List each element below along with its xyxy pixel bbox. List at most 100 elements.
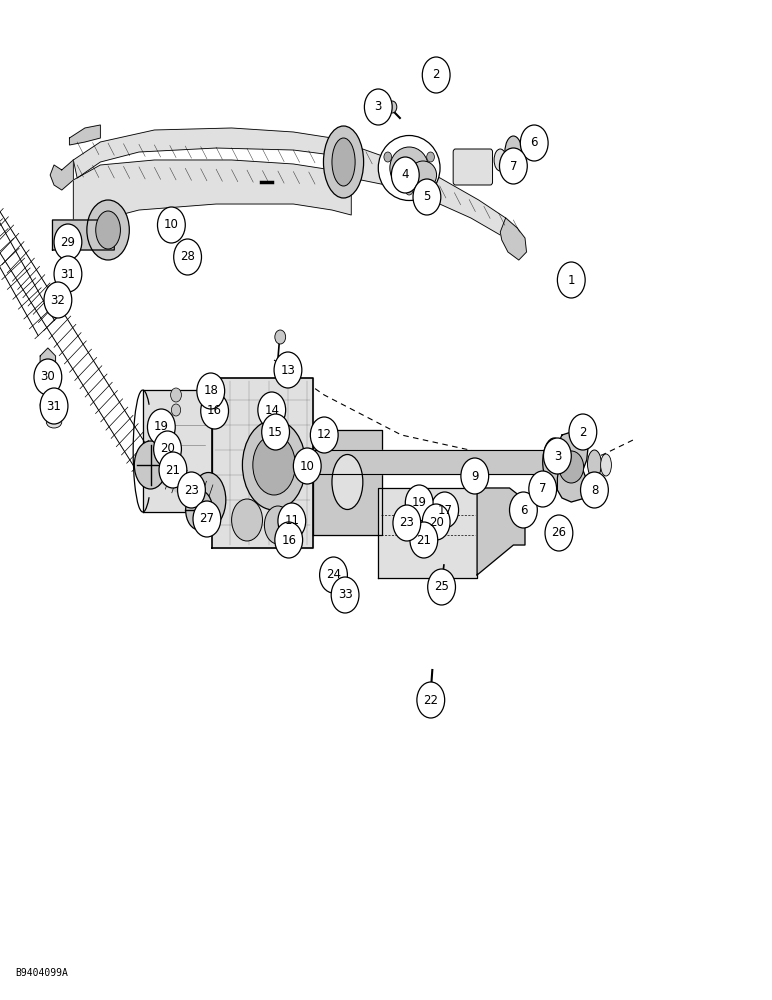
Polygon shape bbox=[40, 348, 56, 374]
Text: 5: 5 bbox=[423, 190, 431, 204]
Circle shape bbox=[193, 501, 221, 537]
Circle shape bbox=[161, 445, 171, 459]
Ellipse shape bbox=[587, 450, 601, 478]
Text: 24: 24 bbox=[326, 568, 341, 582]
Ellipse shape bbox=[332, 454, 363, 510]
Circle shape bbox=[159, 452, 187, 488]
Polygon shape bbox=[143, 390, 212, 512]
Text: 22: 22 bbox=[423, 694, 438, 706]
Text: 8: 8 bbox=[591, 484, 598, 496]
Text: 18: 18 bbox=[203, 384, 218, 397]
Polygon shape bbox=[477, 488, 525, 575]
Text: 19: 19 bbox=[154, 420, 169, 434]
Text: 7: 7 bbox=[510, 159, 517, 172]
Text: 10: 10 bbox=[164, 219, 179, 232]
Text: 7: 7 bbox=[539, 483, 547, 495]
Polygon shape bbox=[378, 488, 477, 578]
Text: 31: 31 bbox=[46, 399, 62, 412]
Text: 21: 21 bbox=[165, 464, 181, 477]
Polygon shape bbox=[332, 138, 517, 242]
Circle shape bbox=[275, 522, 303, 558]
FancyBboxPatch shape bbox=[453, 149, 493, 185]
Circle shape bbox=[461, 458, 489, 494]
Text: 26: 26 bbox=[551, 526, 567, 540]
Circle shape bbox=[427, 152, 435, 162]
Ellipse shape bbox=[253, 435, 296, 495]
Ellipse shape bbox=[96, 211, 120, 249]
Ellipse shape bbox=[332, 138, 355, 186]
Circle shape bbox=[258, 392, 286, 428]
Ellipse shape bbox=[264, 506, 292, 544]
Circle shape bbox=[171, 404, 181, 416]
Text: 10: 10 bbox=[300, 460, 315, 473]
Text: 13: 13 bbox=[280, 363, 296, 376]
Text: 2: 2 bbox=[432, 68, 440, 82]
Text: 3: 3 bbox=[374, 101, 382, 113]
Circle shape bbox=[410, 522, 438, 558]
Circle shape bbox=[405, 185, 413, 195]
Text: 6: 6 bbox=[520, 504, 527, 516]
Circle shape bbox=[274, 352, 302, 388]
Text: 29: 29 bbox=[60, 235, 76, 248]
Circle shape bbox=[581, 472, 608, 508]
Bar bbox=[427, 687, 436, 695]
Circle shape bbox=[178, 472, 205, 508]
Circle shape bbox=[499, 148, 527, 184]
Text: 27: 27 bbox=[199, 512, 215, 526]
Ellipse shape bbox=[601, 454, 611, 476]
Circle shape bbox=[388, 101, 397, 113]
Text: 33: 33 bbox=[337, 588, 353, 601]
Ellipse shape bbox=[339, 585, 351, 595]
Circle shape bbox=[174, 239, 201, 275]
Polygon shape bbox=[50, 160, 73, 190]
Circle shape bbox=[417, 682, 445, 718]
Circle shape bbox=[201, 393, 229, 429]
Circle shape bbox=[44, 282, 72, 318]
Circle shape bbox=[393, 505, 421, 541]
Polygon shape bbox=[500, 218, 527, 260]
Polygon shape bbox=[73, 160, 351, 228]
Circle shape bbox=[54, 224, 82, 260]
Circle shape bbox=[391, 157, 419, 193]
Text: 3: 3 bbox=[554, 450, 561, 462]
Text: 30: 30 bbox=[40, 370, 56, 383]
Text: B9404099A: B9404099A bbox=[15, 968, 68, 978]
Text: 16: 16 bbox=[281, 534, 296, 546]
Circle shape bbox=[364, 89, 392, 125]
Circle shape bbox=[422, 504, 450, 540]
Text: 6: 6 bbox=[530, 136, 538, 149]
Ellipse shape bbox=[40, 399, 56, 411]
Text: 17: 17 bbox=[437, 504, 452, 516]
Ellipse shape bbox=[87, 200, 130, 260]
Polygon shape bbox=[73, 128, 351, 178]
Circle shape bbox=[569, 414, 597, 450]
Circle shape bbox=[171, 388, 181, 402]
Circle shape bbox=[543, 438, 571, 474]
Ellipse shape bbox=[410, 161, 437, 189]
Ellipse shape bbox=[53, 291, 67, 303]
Circle shape bbox=[161, 425, 171, 439]
Text: 32: 32 bbox=[50, 294, 66, 306]
Circle shape bbox=[529, 471, 557, 507]
Ellipse shape bbox=[242, 420, 306, 510]
Circle shape bbox=[310, 417, 338, 453]
Polygon shape bbox=[52, 220, 114, 250]
Circle shape bbox=[422, 57, 450, 93]
Circle shape bbox=[147, 409, 175, 445]
Text: 28: 28 bbox=[180, 250, 195, 263]
Text: 1: 1 bbox=[567, 273, 575, 286]
Circle shape bbox=[275, 330, 286, 344]
Text: 20: 20 bbox=[160, 442, 175, 456]
Circle shape bbox=[413, 179, 441, 215]
Circle shape bbox=[293, 448, 321, 484]
Circle shape bbox=[54, 256, 82, 292]
Text: 20: 20 bbox=[428, 516, 444, 528]
Circle shape bbox=[545, 515, 573, 551]
Text: 16: 16 bbox=[207, 404, 222, 418]
Ellipse shape bbox=[61, 264, 75, 276]
Circle shape bbox=[559, 451, 584, 483]
Circle shape bbox=[40, 388, 68, 424]
Circle shape bbox=[384, 152, 391, 162]
Circle shape bbox=[431, 492, 459, 528]
Ellipse shape bbox=[134, 441, 167, 489]
